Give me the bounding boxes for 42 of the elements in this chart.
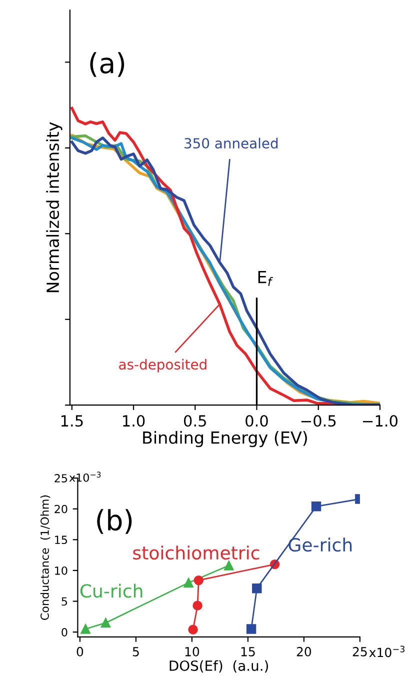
y-axis-title: Normalized intensity	[46, 122, 62, 292]
x-axis-title: Binding Energy (EV)	[143, 431, 307, 448]
x-tick-label: 5	[132, 647, 139, 656]
x-tick-label: 10	[185, 646, 200, 656]
point	[100, 618, 111, 628]
x-tick-label: 1.5	[61, 415, 83, 427]
point	[311, 502, 322, 512]
x-tick-label: 0.0	[246, 415, 268, 427]
y-axis-title: Conductance (1/Ohm)	[40, 495, 50, 620]
ref-line-label: E$_{f}$	[258, 271, 274, 286]
x-tick-label: 0.5	[184, 415, 206, 427]
y-tick-label: 0	[62, 628, 68, 636]
x-tick-label: 1.0	[123, 415, 145, 427]
text: x10$^{−3}$	[369, 646, 404, 658]
point	[80, 624, 90, 634]
point	[252, 583, 262, 594]
point	[192, 600, 202, 610]
x-tick-label: −1.0	[363, 415, 398, 427]
text: 350 annealed	[184, 138, 278, 149]
series-label: Cu-rich	[80, 584, 142, 598]
text: (a)	[90, 52, 124, 77]
x-tick-label: 0	[76, 646, 84, 656]
x-tick-label: 25	[352, 646, 367, 656]
x-tick-label: 15	[241, 647, 255, 656]
annotation: x10$^{−3}$	[69, 472, 101, 482]
point	[224, 560, 234, 570]
point	[246, 624, 256, 634]
series-label: stoichiometric	[133, 546, 260, 560]
series-label: Ge-rich	[288, 538, 352, 552]
y-tick-label: 15	[55, 536, 68, 544]
x-tick-label: −0.5	[301, 415, 336, 427]
y-tick-label: 25	[54, 474, 68, 482]
point	[194, 575, 204, 586]
annotation: (b)	[97, 509, 132, 534]
point	[188, 624, 198, 634]
y-tick-label: 20	[54, 504, 68, 514]
x-axis-title: DOS(Ef) (a.u.)	[170, 660, 268, 673]
point	[184, 578, 194, 588]
y-tick-label: 5	[62, 597, 68, 606]
y-tick-label: 10	[55, 566, 68, 575]
text: as-deposited	[119, 358, 206, 372]
x-tick-label: 20	[296, 646, 312, 656]
